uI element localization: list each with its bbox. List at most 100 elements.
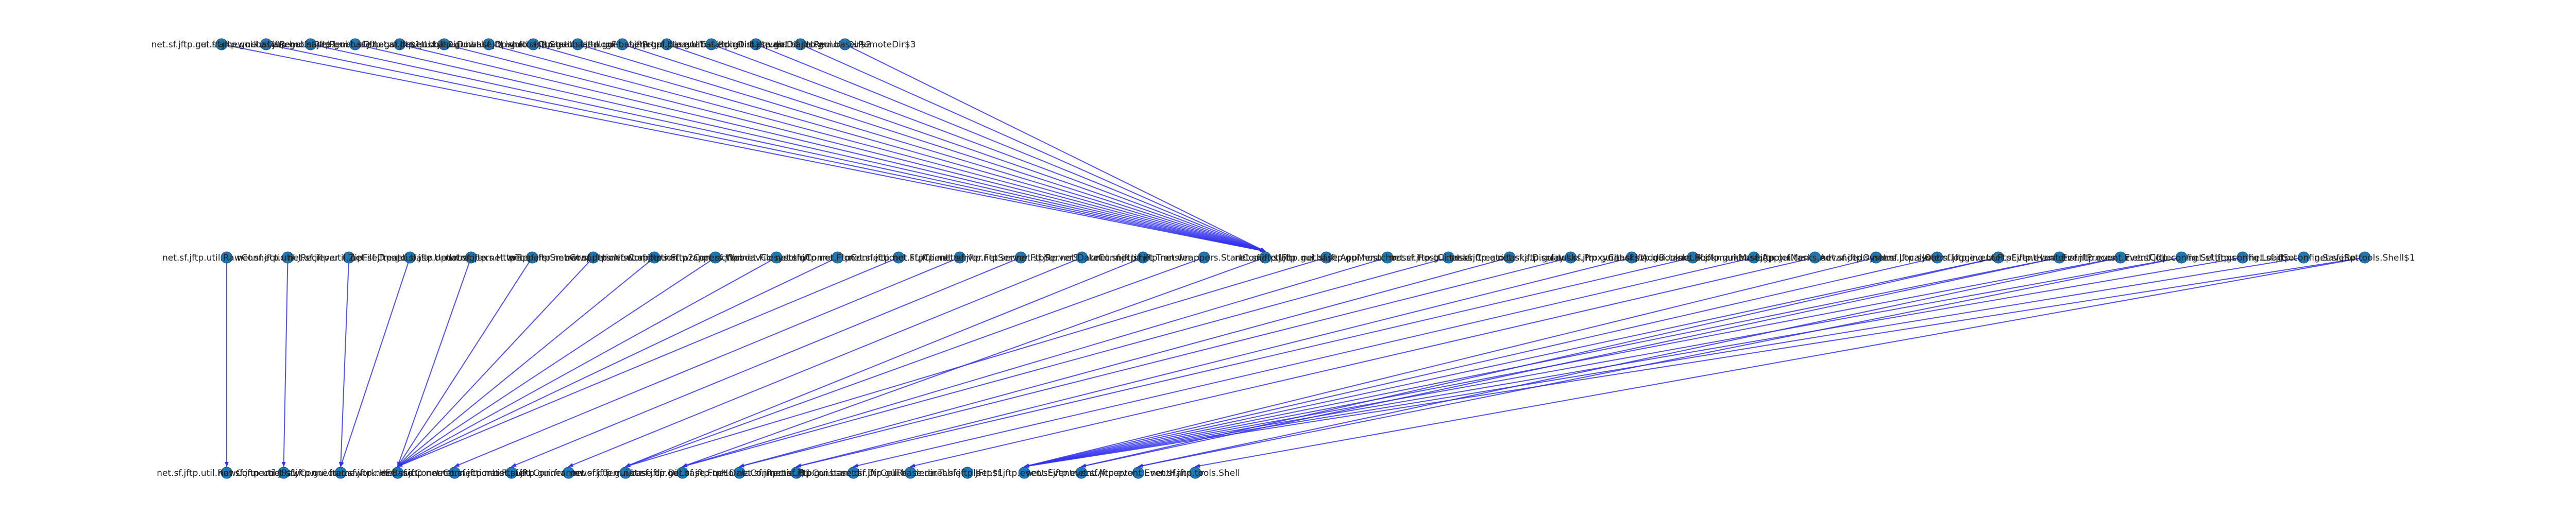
node-label: net.sf.jftp.event.EventHandler [1073,468,1204,478]
graph-node-M25: net.sf.jftp.gui.base.AppletMenuBar [1678,251,1829,264]
edge-M8-B3 [397,257,716,467]
graph-node-B12: net.sf.jftp.gui.base.dir.TableUtils [841,467,980,479]
graph-node-M10: net.sf.jftp.net.FtpConnection [775,251,900,264]
node-label: net.sf.jftp.net.BasicConnection [331,468,465,478]
graph-node-M13: net.sf.jftp.net.server.FtpServerSocket [939,251,1103,264]
node-label: net.sf.jftp.net.wrappers.StartConnection [1116,253,1292,263]
arrowhead-M3-B2 [340,461,344,468]
arrowhead-M22-B9 [738,464,744,468]
graph-node-M6: net.sf.jftp.net.wrappers.NfsConnection [509,251,677,264]
graph-node-T8: net.sf.jftp.gui.base.LogFlusher [512,38,643,50]
graph-node-B14: net.sf.jftp.event.Event [976,467,1073,479]
edge-M35-B17 [1195,257,2365,467]
graph-node-M2: net.sf.jftp.util.ZipFileCreator [288,251,410,264]
node-dot [1870,251,1882,264]
node-dot [709,251,722,264]
node-label: net.sf.jftp.util.JRawConnection [218,468,349,478]
graph-node-M23: net.sf.jftp.gui.tasks.AddBookmarks [1556,251,1708,264]
node-dot [465,251,477,264]
arrowhead-M32-B16 [1137,464,1143,468]
node-dot [1189,467,1201,479]
graph-node-T2: net.sf.jftp.gui.base.RemoteDir [245,38,376,50]
edge-layer [221,44,2365,468]
node-dot [1687,251,1699,264]
node-dot [770,251,783,264]
node-dot [526,251,538,264]
node-label: net.sf.jftp.net.server.FtpServerSocket [939,253,1103,263]
graph-node-M32: net.sf.jftp.config.Settings [2127,251,2236,264]
node-label: net.sf.jftp.gui.hostchooser.HostChooser [1301,253,1473,263]
node-dot [1132,467,1144,479]
edge-M1-B1 [283,257,289,467]
node-dot [961,467,974,479]
node-label: net.sf.jftp.gui.tasks.Creator [1389,253,1508,263]
node-dot [563,467,575,479]
edge-T9-M17 [622,44,1266,252]
node-dot [832,251,844,264]
edge-M21-B9 [739,257,1510,467]
node-dot [1931,251,1943,264]
node-dot [571,38,584,50]
node-label: net.sf.jftp.gui.framework.Template [494,468,644,478]
node-label: net.sf.jftp.gui.tasks.ProxyChooser [1498,253,1644,263]
node-dot [1809,251,1821,264]
graph-node-T3: net.sf.jftp.gui.base.LocalDir$1 [290,38,420,50]
arrowhead-M35-B14 [1023,464,1029,468]
arrowhead-M26-B12 [909,464,916,468]
edge-M13-B5 [511,257,1021,467]
node-label: net.sf.jftp.net.FtpConstants [737,468,856,478]
graph-node-M35: net.sf.jftp.tools.Shell$1 [2314,251,2415,264]
node-dot [304,38,317,50]
arrowhead-T14-M17 [1260,247,1266,252]
edge-T5-M17 [444,44,1265,252]
node-label: net.sf.jftp.gui.base.dir.TableUtils [841,468,980,478]
node-label: net.sf.jftp.gui.base.dir.DirCanvas [640,40,783,50]
graph-node-M3: net.sf.jftp.gui.base.Updater [350,251,470,264]
node-label: net.sf.jftp.gui.base.UITester [607,40,726,50]
node-label: net.sf.jftp.tools.Shell [1150,468,1240,478]
edge-T0-M17 [221,44,1265,252]
edge-T2-M17 [310,44,1265,252]
graph-node-B9: net.sf.jftp.net.DataConnection$1 [668,467,811,479]
node-layer: net.sf.jftp.gui.framework.HPanelnet.sf.j… [151,38,2415,479]
edge-M31-B16 [1138,257,2121,467]
node-dot [448,467,461,479]
graph-node-T11: net.sf.jftp.gui.base.dir.DirCanvas [640,38,783,50]
edge-M22-B9 [739,257,1571,467]
node-label: net.sf.jftp.net.ConnectionListener [382,468,528,478]
node-dot [278,467,290,479]
node-dot [438,38,450,50]
graph-node-M30: net.sf.jftp.event.EventProcessor [1990,251,2129,264]
edge-M20-B8 [682,257,1449,467]
edge-T1-M17 [266,44,1265,252]
edge-M33-B14 [1024,257,2243,467]
edge-M14-B6 [568,257,1082,467]
node-label: net.sf.jftp.net.DataConnection$1 [668,468,811,478]
node-label: net.sf.jftp.gui.base.dir.DirEntry [689,40,823,50]
edge-M6-B3 [397,257,594,467]
node-label: net.sf.jftp.gui.tasks.Displayer [1446,253,1573,263]
node-label: net.sf.jftp.util.RawConnection$1 [157,468,296,478]
graph-node-M15: net.sf.jftp.net.Transfer [1095,251,1191,264]
edge-M11-B3 [397,257,899,467]
node-dot [483,38,495,50]
graph-node-B8: net.sf.jftp.gui.base.FtpHost [623,467,742,479]
edge-M25-B11 [853,257,1754,467]
node-label: net.sf.jftp.net.FilesystemConnection [698,253,855,263]
edge-M19-B8 [682,257,1388,467]
arrowhead-M1-B1 [281,461,286,468]
node-dot [392,467,404,479]
graph-node-M14: net.sf.jftp.net.DataConnection [1016,251,1148,264]
node-dot [2114,251,2127,264]
edge-M10-B3 [397,257,838,467]
node-label: net.sf.jftp.gui.base.LogFlusher [512,40,643,50]
node-label: net.sf.jftp.net.FtpClient [849,253,950,263]
node-label: net.sf.jftp.net.Transfer [1095,253,1191,263]
edge-M16-B7 [625,257,1205,467]
node-label: net.sf.jftp.JFtp [1235,253,1296,263]
node-dot [221,467,233,479]
node-dot [648,251,660,264]
node-label: net.sf.jftp.config.SaveSet [2249,253,2359,263]
node-dot [676,467,689,479]
graph-node-M17: net.sf.jftp.JFtp [1235,251,1296,264]
